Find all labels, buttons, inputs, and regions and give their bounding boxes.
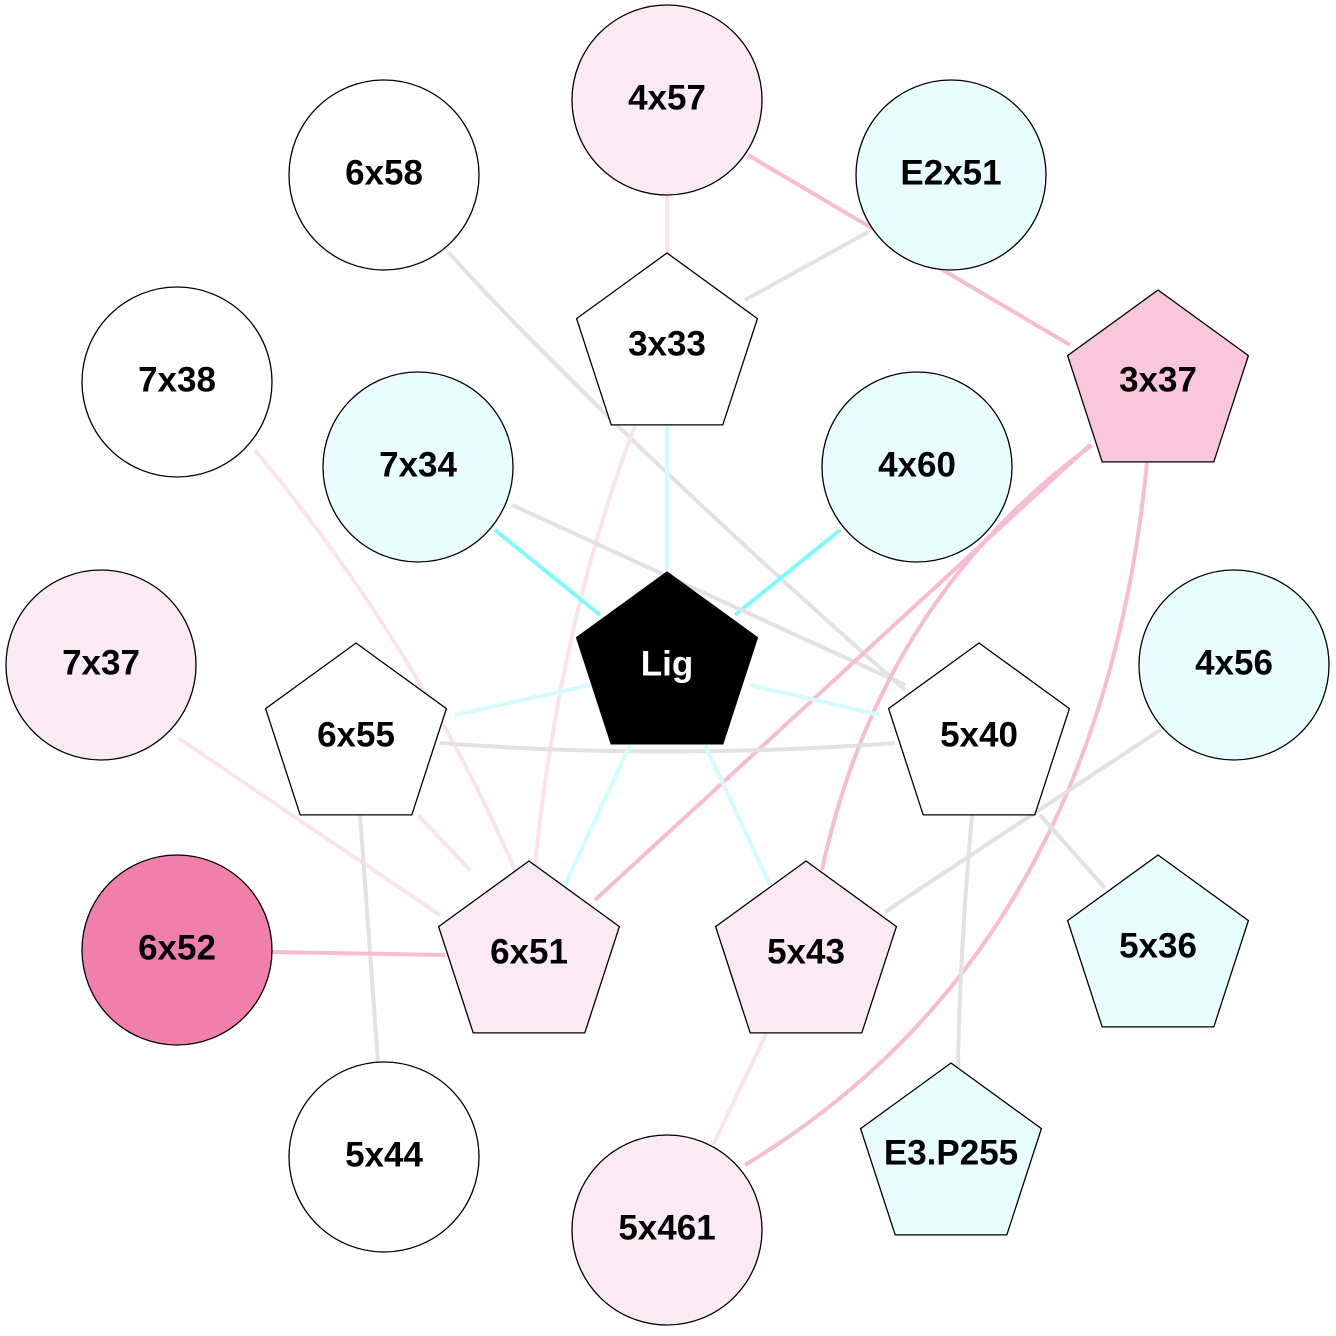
edge: [711, 1029, 770, 1146]
node-label: 5x44: [345, 1135, 423, 1174]
edge: [820, 443, 1094, 871]
node: [5, 569, 197, 761]
node: [81, 286, 273, 478]
node: [288, 1061, 480, 1253]
node-label: 6x51: [490, 932, 568, 971]
edge: [749, 683, 881, 717]
node-label: 5x36: [1119, 926, 1197, 965]
node-label: 4x56: [1195, 643, 1273, 682]
node: [288, 79, 480, 271]
node-label: 5x43: [767, 932, 845, 971]
node: [571, 1134, 763, 1326]
edge: [176, 736, 442, 917]
edge: [703, 744, 772, 886]
edge: [493, 528, 602, 617]
node: [855, 79, 1047, 271]
node-label: 7x38: [138, 360, 216, 399]
nodes: 4x57 6x58 E2x51 7x38 7x34 4x60 7x37 4x56…: [5, 4, 1330, 1326]
node-label: E2x51: [900, 153, 1001, 192]
node-label: Lig: [641, 644, 693, 683]
edge: [883, 728, 1162, 914]
edge: [733, 528, 842, 617]
node: [322, 371, 514, 563]
node-label: 5x461: [618, 1208, 715, 1247]
node-label: 5x40: [940, 715, 1018, 754]
node-label: 4x60: [878, 445, 956, 484]
edge: [593, 443, 1092, 902]
edge: [454, 683, 591, 717]
node-label: 3x33: [628, 324, 706, 363]
edge: [1038, 813, 1107, 890]
edge: [956, 814, 974, 1069]
edge: [744, 230, 869, 302]
edge: [533, 419, 639, 866]
edge: [446, 250, 907, 692]
edge: [358, 814, 380, 1063]
edge: [253, 448, 517, 871]
edge: [563, 744, 632, 886]
node-label: 7x37: [62, 643, 140, 682]
node-label: 6x58: [345, 153, 423, 192]
node-label: 7x34: [379, 445, 457, 484]
edge: [271, 950, 446, 957]
node-label: 6x55: [317, 715, 395, 754]
edge: [743, 461, 1149, 1167]
edges: [176, 153, 1162, 1167]
edge: [416, 813, 472, 872]
node-label: E3.P255: [884, 1133, 1018, 1172]
node: [1138, 569, 1330, 761]
node: [571, 4, 763, 196]
node-label: 3x37: [1119, 360, 1197, 399]
node-label: 6x52: [138, 928, 216, 967]
node: [81, 854, 273, 1046]
node-label: 4x57: [628, 78, 706, 117]
edge: [511, 503, 906, 687]
edge: [439, 741, 896, 754]
node: [821, 371, 1013, 563]
